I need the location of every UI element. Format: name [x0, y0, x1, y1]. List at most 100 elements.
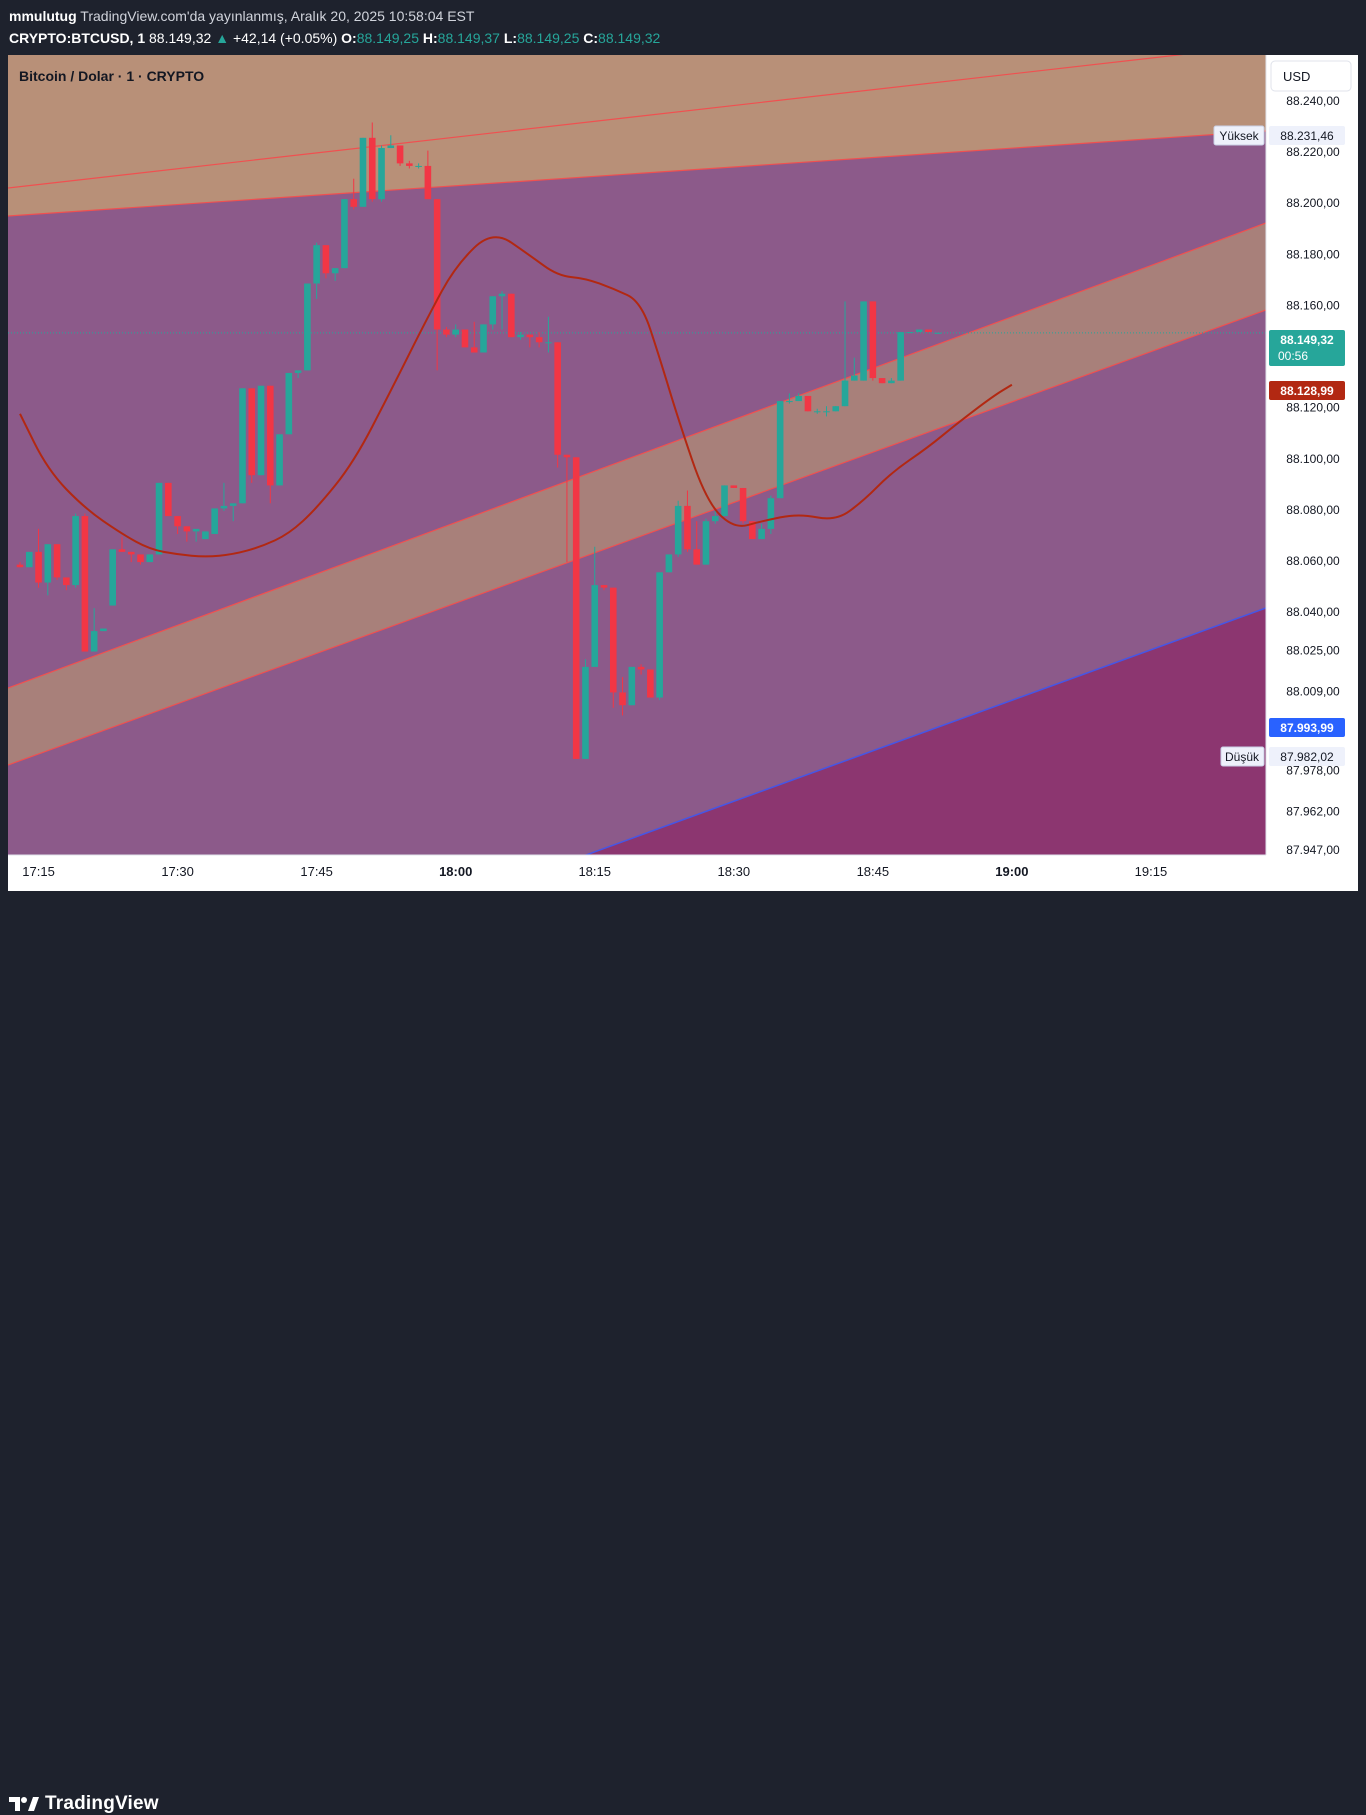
candle-body: [600, 585, 608, 588]
candle: [16, 562, 24, 568]
band-bottom: [8, 608, 1266, 855]
candle: [897, 332, 904, 381]
countdown-timer: 00:56: [1278, 349, 1308, 363]
candle: [285, 372, 293, 435]
candle: [294, 370, 302, 379]
candle-body: [304, 283, 311, 371]
candle-body: [702, 521, 710, 565]
currency-label[interactable]: USD: [1283, 69, 1310, 84]
publish-line: mmulutug TradingView.com'da yayınlanmış,…: [9, 8, 474, 24]
candle: [711, 510, 719, 524]
footer: TradingView: [0, 891, 1366, 1814]
candle: [72, 513, 79, 588]
candle-body: [313, 245, 320, 284]
candle: [508, 293, 515, 338]
channel-line-2: [8, 130, 1266, 217]
candle-body: [832, 406, 840, 412]
price-tick-label: 88.060,00: [1286, 554, 1340, 568]
candle: [656, 572, 663, 701]
candle-body: [563, 454, 571, 458]
candle: [517, 332, 524, 340]
channel-line-4: [8, 309, 1266, 766]
currency-button[interactable]: USD: [1270, 60, 1352, 92]
candle: [915, 329, 923, 333]
time-axis[interactable]: [8, 855, 1358, 891]
candle: [609, 587, 617, 708]
time-tick-labels: 17:15 17:30 17:45 18:00 18:15 18:30 18:45 19:00…: [22, 864, 1167, 879]
candle: [109, 549, 116, 606]
candle: [118, 536, 126, 552]
candle-body: [554, 342, 561, 455]
candle-body: [934, 332, 942, 334]
candle: [470, 321, 478, 353]
candle-body: [396, 145, 404, 164]
candle: [276, 434, 283, 486]
chart-title: Bitcoin / Dolar · 1 · CRYPTO: [19, 68, 204, 84]
candle-body: [665, 554, 673, 573]
candle: [127, 551, 135, 563]
candle-body: [202, 531, 209, 540]
candle: [878, 378, 886, 384]
candle-body: [619, 692, 626, 706]
price-chart[interactable]: Bitcoin / Dolar · 1 · CRYPTO 88.240,00 88…: [8, 55, 1358, 891]
candle: [776, 401, 784, 499]
candle: [591, 546, 599, 667]
candle-body: [183, 526, 191, 532]
candle-body: [127, 551, 135, 555]
time-tick-label: 19:00: [995, 864, 1028, 879]
chart-header: mmulutug TradingView.com'da yayınlanmış,…: [0, 0, 1366, 55]
chart-area[interactable]: Bitcoin / Dolar · 1 · CRYPTO 88.240,00 88…: [8, 55, 1358, 891]
price-tick-label: 88.080,00: [1286, 503, 1340, 517]
author-name[interactable]: mmulutug: [9, 8, 77, 24]
low-marker: Düşük 87.982,02: [1220, 746, 1345, 767]
band-middle: [8, 223, 1266, 765]
candle-body: [248, 388, 256, 476]
low-value: 88.149,25: [517, 30, 580, 46]
candle-body: [137, 554, 144, 563]
candle: [63, 577, 70, 591]
candle: [563, 454, 571, 563]
candle: [795, 393, 802, 402]
candle: [359, 137, 367, 207]
candle: [266, 385, 274, 504]
candle-body: [470, 347, 478, 353]
time-tick-label: 17:45: [300, 864, 333, 879]
candle-body: [424, 165, 432, 200]
candle-body: [591, 585, 599, 667]
candle-body: [582, 666, 589, 759]
candle-body: [693, 549, 701, 565]
candle-body: [684, 505, 691, 550]
candle-body: [888, 380, 895, 384]
candle-body: [721, 485, 728, 517]
candle-body: [72, 516, 79, 586]
candle-body: [628, 666, 636, 706]
low-label: L:: [503, 30, 518, 46]
blue-line-value: 87.993,99: [1280, 721, 1334, 735]
candle-body: [63, 577, 70, 586]
candle-body: [730, 485, 738, 488]
candle-body: [647, 669, 654, 698]
candle-body: [526, 334, 534, 338]
candle-body: [25, 551, 33, 568]
candle-body: [406, 163, 413, 166]
candle: [804, 395, 812, 412]
candle: [934, 332, 942, 334]
price-tick-label: 87.962,00: [1286, 805, 1340, 819]
candle-body: [860, 301, 867, 381]
candle-body: [480, 324, 487, 353]
time-tick-label: 19:15: [1135, 864, 1168, 879]
candle-body: [461, 329, 469, 348]
candle-body: [767, 498, 775, 529]
candle: [257, 385, 265, 476]
candle: [888, 378, 895, 384]
candle: [832, 406, 840, 412]
candle-body: [906, 332, 914, 334]
candle-body: [776, 401, 784, 499]
current-price: 88.149,32: [149, 30, 212, 46]
candle-body: [341, 199, 348, 269]
candle-body: [331, 268, 339, 274]
tradingview-logo[interactable]: TradingView: [9, 1793, 159, 1815]
candle: [906, 332, 914, 334]
candle-body: [350, 199, 358, 207]
candle-body: [851, 375, 858, 381]
